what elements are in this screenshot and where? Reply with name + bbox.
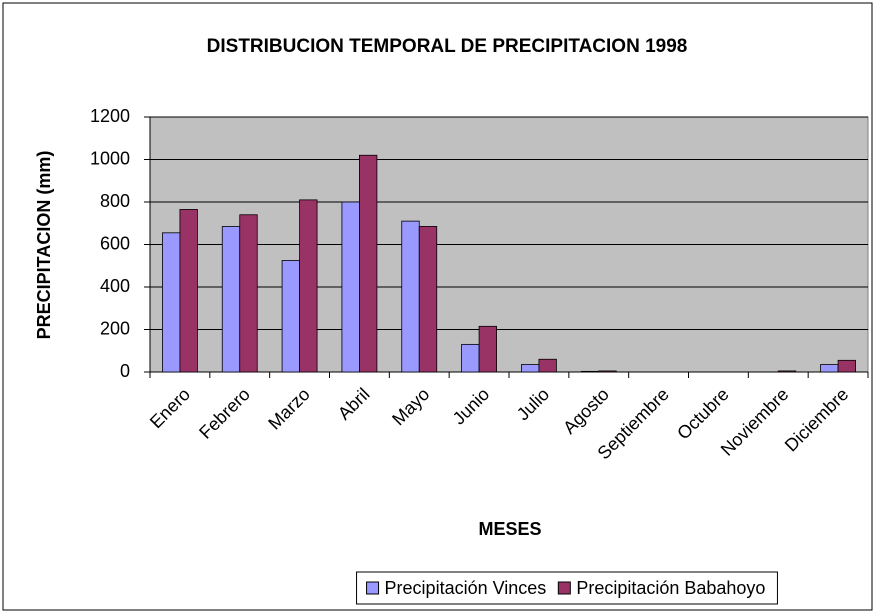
bar (478, 325, 497, 373)
legend-swatch (366, 581, 380, 595)
y-axis-label: PRECIPITACION (mm) (34, 151, 54, 340)
legend-label: Precipitación Vinces (385, 578, 547, 598)
bar (359, 154, 378, 373)
bar (777, 370, 797, 373)
legend-label: Precipitación Babahoyo (576, 578, 765, 598)
bar (598, 370, 617, 373)
bar (820, 364, 839, 373)
chart-title: DISTRIBUCION TEMPORAL DE PRECIPITACION 1… (207, 36, 688, 57)
bar (521, 364, 540, 373)
y-tick-label: 1000 (90, 148, 130, 168)
y-tick-label: 400 (100, 276, 130, 296)
bar (837, 359, 856, 373)
bar (538, 358, 557, 373)
y-tick-label: 600 (100, 233, 130, 253)
y-tick-label: 0 (120, 361, 130, 381)
bar (461, 343, 480, 373)
y-tick-label: 200 (100, 318, 130, 338)
bar (401, 220, 420, 373)
legend-swatch (557, 581, 571, 595)
bar (162, 232, 181, 373)
bar (239, 214, 258, 373)
bar (299, 199, 318, 373)
y-tick-label: 1200 (90, 106, 130, 126)
bar (341, 201, 360, 373)
bar (221, 226, 241, 373)
bar (580, 370, 600, 373)
x-axis-label: MESES (478, 519, 541, 539)
bar (179, 209, 198, 373)
y-tick-label: 800 (100, 191, 130, 211)
bar (418, 226, 438, 373)
bar (281, 260, 300, 373)
